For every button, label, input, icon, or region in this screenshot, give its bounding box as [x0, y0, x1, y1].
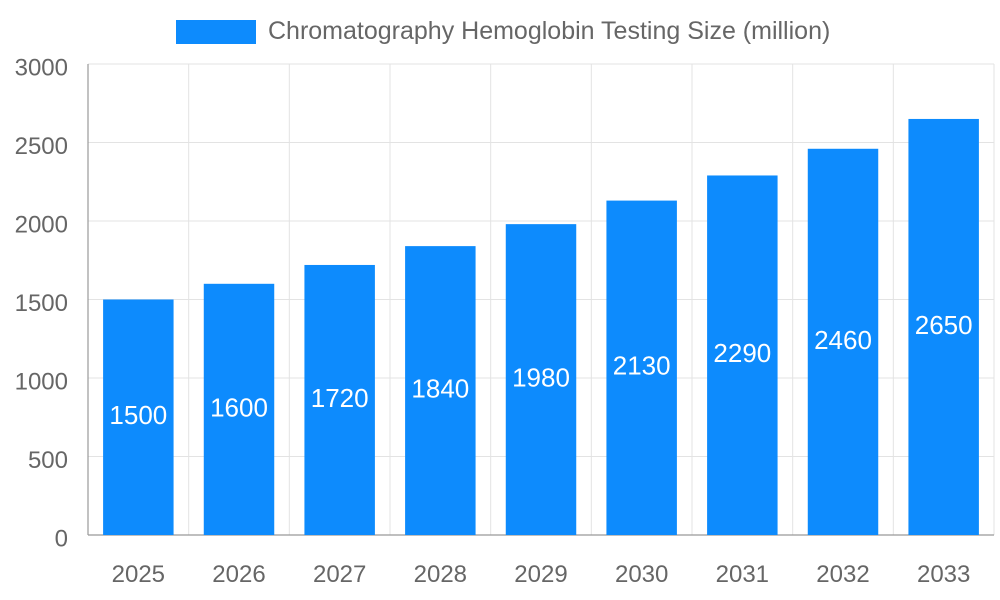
svg-text:2500: 2500 [15, 133, 68, 160]
svg-text:0: 0 [55, 525, 68, 552]
svg-text:2029: 2029 [514, 561, 567, 588]
svg-text:1500: 1500 [109, 400, 167, 430]
svg-text:2033: 2033 [917, 561, 970, 588]
svg-text:1500: 1500 [15, 290, 68, 317]
svg-text:2026: 2026 [212, 561, 265, 588]
svg-text:2025: 2025 [112, 561, 165, 588]
svg-text:2032: 2032 [816, 561, 869, 588]
svg-text:2290: 2290 [713, 338, 771, 368]
svg-text:2031: 2031 [716, 561, 769, 588]
svg-text:3000: 3000 [15, 54, 68, 81]
svg-text:2027: 2027 [313, 561, 366, 588]
svg-text:1600: 1600 [210, 392, 268, 422]
svg-text:500: 500 [28, 447, 68, 474]
svg-text:2030: 2030 [615, 561, 668, 588]
svg-text:1980: 1980 [512, 362, 570, 392]
svg-text:2130: 2130 [613, 351, 671, 381]
svg-text:2650: 2650 [915, 310, 973, 340]
svg-text:2460: 2460 [814, 325, 872, 355]
svg-text:1720: 1720 [311, 383, 369, 413]
svg-text:2000: 2000 [15, 211, 68, 238]
svg-text:1000: 1000 [15, 368, 68, 395]
svg-text:2028: 2028 [414, 561, 467, 588]
svg-text:1840: 1840 [411, 373, 469, 403]
